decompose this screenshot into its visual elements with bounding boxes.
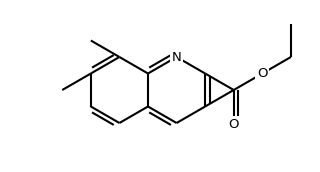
Text: O: O [257,67,268,80]
Text: N: N [172,51,181,63]
Text: O: O [228,118,239,131]
